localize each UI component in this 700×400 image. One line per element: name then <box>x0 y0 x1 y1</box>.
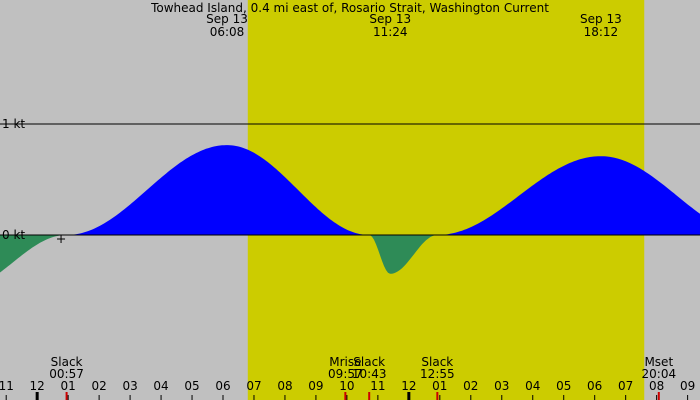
bottom-event-time: 12:55 <box>420 367 455 381</box>
bottom-event-label: Mrise <box>329 355 361 369</box>
bottom-event-labels: Slack00:57Mrise09:57Slack10:43Slack12:55… <box>49 355 676 400</box>
hour-tick-label: 08 <box>277 379 292 393</box>
bottom-event-time: 00:57 <box>49 367 84 381</box>
hour-tick-label: 12 <box>30 379 45 393</box>
y-tick-label: 1 kt <box>2 117 25 131</box>
hour-tick-label: 04 <box>525 379 540 393</box>
hour-tick-label: 02 <box>91 379 106 393</box>
hour-axis: 11 12 01 02 03 04 05 06 07 08 09 10 11 12 01 02 03 04 05 06… <box>0 379 695 400</box>
hour-tick-label: 05 <box>556 379 571 393</box>
bottom-event-time: 20:04 <box>642 367 677 381</box>
top-label-date: Sep 13 <box>369 12 411 26</box>
now-marker <box>57 235 66 243</box>
hour-tick-label: 01 <box>61 379 76 393</box>
hour-tick-label: 11 <box>0 379 14 393</box>
hour-tick-label: 09 <box>308 379 323 393</box>
hour-tick-label: 01 <box>432 379 447 393</box>
top-label-time: 11:24 <box>373 25 408 39</box>
hour-tick-label: 10 <box>339 379 354 393</box>
bottom-event-label: Slack <box>353 355 385 369</box>
hour-tick-label: 11 <box>370 379 385 393</box>
hour-tick-label: 03 <box>494 379 509 393</box>
hour-tick-label: 05 <box>184 379 199 393</box>
hour-tick-label: 07 <box>618 379 633 393</box>
y-tick-label: 0 kt <box>2 228 25 242</box>
hour-tick-label: 08 <box>649 379 664 393</box>
bottom-event-label: Slack <box>51 355 83 369</box>
top-label-time: 18:12 <box>584 25 619 39</box>
hour-tick-label: 03 <box>122 379 137 393</box>
top-label-date: Sep 13 <box>206 12 248 26</box>
bottom-event-time: 09:57 <box>328 367 363 381</box>
hour-tick-label: 02 <box>463 379 478 393</box>
hour-tick-label: 06 <box>215 379 230 393</box>
hour-tick-label: 04 <box>153 379 168 393</box>
hour-tick-label: 06 <box>587 379 602 393</box>
top-label-time: 06:08 <box>210 25 245 39</box>
bottom-event-label: Mset <box>644 355 673 369</box>
y-gridlines: 1 kt 0 kt <box>0 117 700 242</box>
bottom-event-time: 10:43 <box>352 367 387 381</box>
hour-tick-label: 07 <box>246 379 261 393</box>
hour-tick-label: 12 <box>401 379 416 393</box>
top-label-date: Sep 13 <box>580 12 622 26</box>
flood-current-area <box>0 145 700 235</box>
hour-tick-label: 09 <box>680 379 695 393</box>
chart-title: Towhead Island, 0.4 mi east of, Rosario … <box>150 1 549 15</box>
bottom-event-label: Slack <box>421 355 453 369</box>
